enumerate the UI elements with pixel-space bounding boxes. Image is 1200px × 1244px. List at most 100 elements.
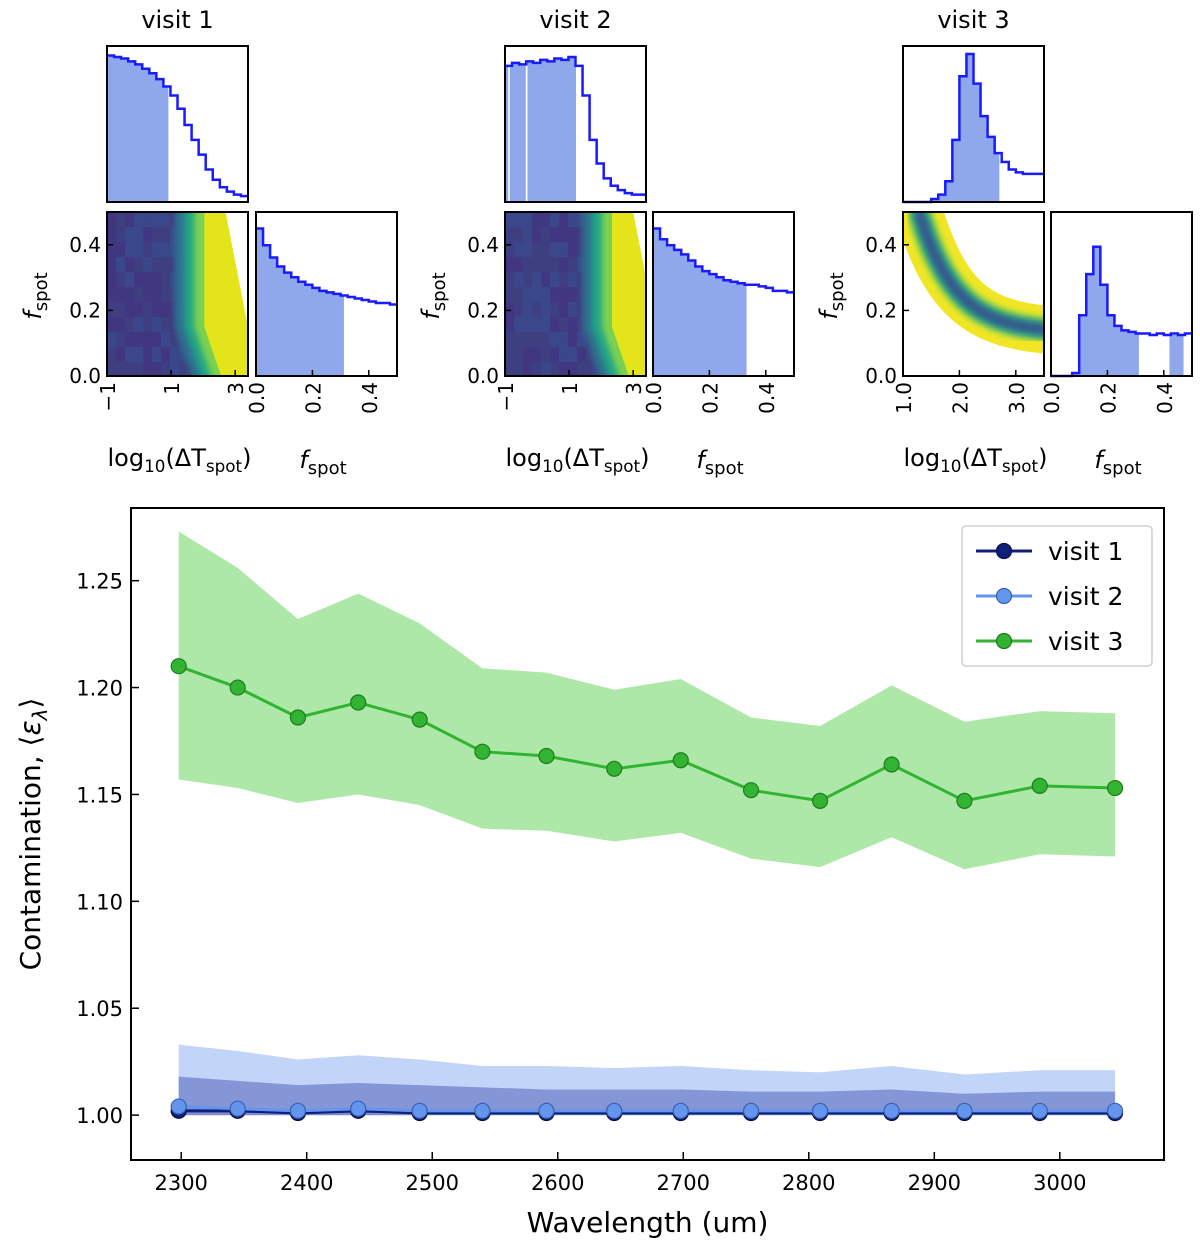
y-tick-label: 1.20 <box>76 677 123 701</box>
density-noise-cell <box>541 227 551 243</box>
legend-label: visit 1 <box>1048 537 1123 566</box>
f-hist-shade-bar <box>744 284 747 376</box>
top-hist-shade <box>931 54 1000 202</box>
top-hist-shade <box>505 46 576 203</box>
density-noise-cell <box>134 257 144 273</box>
density-noise-cell <box>514 347 524 363</box>
density-noise-cell <box>541 272 551 288</box>
density-noise-cell <box>125 257 135 273</box>
density-noise-cell <box>532 362 542 376</box>
joint-y-tick-label: 0.4 <box>865 233 897 257</box>
density-noise-cell <box>532 257 542 273</box>
density-noise-cell <box>523 242 533 258</box>
density-noise-cell <box>152 347 162 363</box>
joint-density <box>107 212 248 376</box>
joint-x-tick-label: 1 <box>558 382 582 395</box>
series-visit-3 <box>170 658 1124 809</box>
density-noise-cell <box>116 272 126 288</box>
joint-y-axis-label-part: spot <box>827 272 848 311</box>
data-point <box>289 709 307 726</box>
density-noise-cell <box>541 242 551 258</box>
f-hist-shade-bar <box>1100 284 1108 376</box>
data-point <box>1106 779 1124 797</box>
f-hist-shade-bar <box>702 271 710 376</box>
density-noise-cell <box>116 302 126 318</box>
density-noise-cell <box>505 227 515 243</box>
y-tick-label: 1.10 <box>76 890 123 914</box>
joint-y-tick-label: 0.0 <box>69 364 101 388</box>
density-noise-cell <box>152 332 162 348</box>
density-noise-cell <box>116 212 126 228</box>
top-hist-shade-bar <box>568 56 576 203</box>
x-axis-label: Wavelength (um) <box>527 1206 769 1239</box>
density-noise-cell <box>143 317 153 333</box>
f-hist-step <box>653 227 794 294</box>
data-point <box>811 1102 829 1119</box>
top-hist-shade-bar <box>966 54 974 202</box>
joint-x-tick-label: 3 <box>224 382 248 395</box>
density-noise-cell <box>116 257 126 273</box>
density-noise-cell <box>116 317 126 333</box>
y-tick-label: 1.25 <box>76 570 123 594</box>
main-frame <box>130 507 1165 1161</box>
f-hist-shade-bar <box>305 284 313 376</box>
top-hist-shade-bar <box>135 64 143 202</box>
top-hist-shade-bar <box>980 116 989 202</box>
data-point <box>742 782 760 799</box>
joint-x-axis-label-part: log <box>107 444 144 472</box>
f-hist-shade-bar <box>723 280 732 376</box>
density-noise-cell <box>577 362 587 376</box>
data-point <box>956 1102 973 1119</box>
density-noise-cell <box>134 347 144 363</box>
y-tick-label: 1.15 <box>76 783 123 807</box>
f-hist-x-tick-label: 0.0 <box>642 382 666 414</box>
joint-frame <box>106 211 249 377</box>
top-hist-shade-bar <box>163 86 169 202</box>
top-hist-shade-bar <box>156 79 164 202</box>
joint-x-tick-label: 1.0 <box>892 382 916 414</box>
joint-density <box>903 212 1044 376</box>
joint-y-tick-label: 0.2 <box>69 298 101 322</box>
legend: visit 1 visit 2 visit 3 <box>961 525 1153 667</box>
density-noise-cell <box>125 287 135 303</box>
density-noise-cell <box>532 332 542 348</box>
joint-x-axis-label: log10(ΔTspot) <box>903 444 1047 476</box>
density-noise-cell <box>559 362 569 376</box>
f-hist-shade-bar <box>674 249 682 376</box>
f-hist-x-tick-label: 0.2 <box>698 382 722 414</box>
f-hist-shade-bar <box>333 293 342 376</box>
top-hist-shade-bar <box>114 56 122 203</box>
f-hist-shade-bar <box>681 254 689 376</box>
density-noise-cell <box>559 242 569 258</box>
f-hist-shade-bar <box>737 283 746 376</box>
joint-x-tick-label: 3.0 <box>1005 382 1029 414</box>
density-noise-cell <box>505 272 515 288</box>
density-noise-cell <box>134 317 144 333</box>
f-hist-shade-bar <box>1121 330 1130 376</box>
joint-x-axis-label-part: 10 <box>542 456 563 476</box>
f-hist-shade-bar <box>695 266 703 376</box>
f-hist-shade-bar <box>653 228 661 376</box>
data-point <box>289 1102 307 1119</box>
legend-label: visit 2 <box>1048 582 1123 611</box>
density-noise-cell <box>125 317 135 333</box>
density-noise-cell <box>143 242 153 258</box>
y-axis-label-part: ε <box>14 720 47 735</box>
density-noise-cell <box>116 227 126 243</box>
density-noise-cell <box>125 332 135 348</box>
density-noise-cell <box>514 317 524 333</box>
data-point <box>1106 1102 1124 1119</box>
data-point <box>411 711 428 728</box>
density-noise-cell <box>550 317 560 333</box>
density-noise-cell <box>143 302 153 318</box>
density-noise-cell <box>143 257 153 273</box>
density-noise-cell <box>532 287 542 303</box>
density-noise-cell <box>559 302 569 318</box>
x-tick-label: 2300 <box>154 1171 207 1195</box>
density-noise-cell <box>541 287 551 303</box>
top-hist-shade-bar <box>987 136 996 202</box>
y-tick-label: 1.00 <box>76 1104 123 1128</box>
density-noise-cell <box>125 347 135 363</box>
density-noise-cell <box>161 227 171 243</box>
